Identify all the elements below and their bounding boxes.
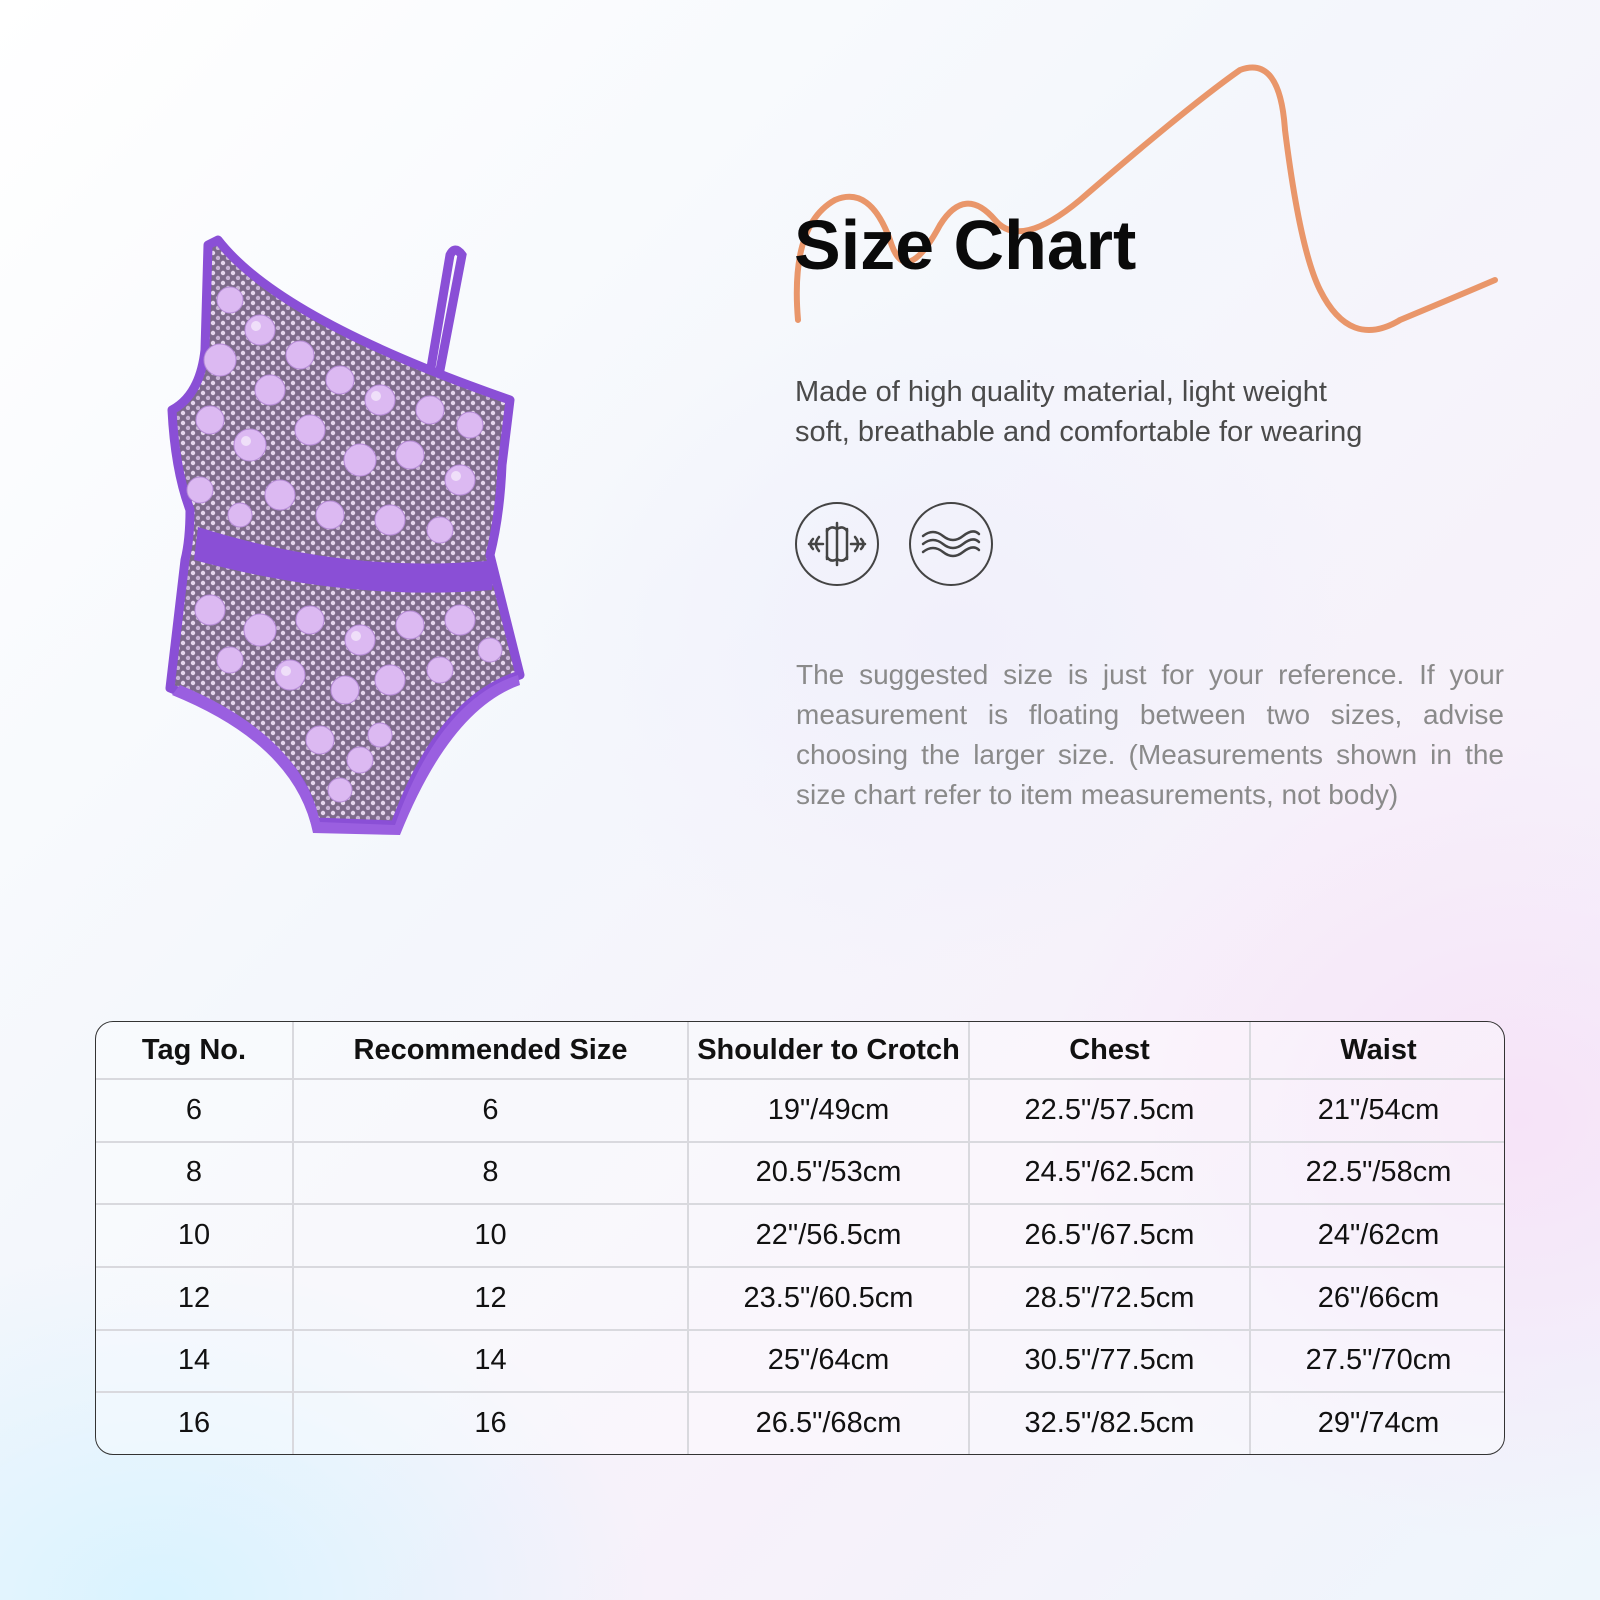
cell-recommended-size: 12: [293, 1266, 689, 1331]
cell-shoulder-to-crotch: 20.5"/53cm: [688, 1141, 970, 1206]
cell-waist: 27.5"/70cm: [1250, 1329, 1504, 1394]
size-chart-table: Tag No. Recommended Size Shoulder to Cro…: [95, 1021, 1505, 1455]
cell-recommended-size: 14: [293, 1329, 689, 1394]
feature-icons: [795, 502, 993, 586]
header-shoulder-to-crotch: Shoulder to Crotch: [688, 1022, 970, 1080]
table-row: 16 16 26.5"/68cm 32.5"/82.5cm 29"/74cm: [96, 1392, 1504, 1454]
cell-waist: 29"/74cm: [1317, 1407, 1440, 1440]
table-row: 14 14 25"/64cm 30.5"/77.5cm 27.5"/70cm: [96, 1329, 1504, 1394]
cell-recommended-size: 6: [293, 1079, 689, 1143]
cell-recommended-size: 8: [293, 1141, 689, 1206]
description-line-2: soft, breathable and comfortable for wea…: [795, 416, 1363, 448]
header-tag-no: Tag No.: [96, 1022, 294, 1080]
cell-shoulder-to-crotch: 26.5"/68cm: [688, 1392, 970, 1454]
cell-chest: 24.5"/62.5cm: [969, 1141, 1251, 1206]
product-leotard-image: [165, 235, 525, 835]
cell-shoulder-to-crotch: 19"/49cm: [688, 1079, 970, 1143]
breathable-icon: [909, 502, 993, 586]
cell-waist: 26"/66cm: [1250, 1266, 1504, 1331]
table-row: 10 10 22"/56.5cm 26.5"/67.5cm 24"/62cm: [96, 1204, 1504, 1268]
decorative-squiggle: [793, 64, 1498, 333]
product-description: Made of high quality material, light wei…: [795, 372, 1435, 452]
table-row: 12 12 23.5"/60.5cm 28.5"/72.5cm 26"/66cm: [96, 1266, 1504, 1331]
cell-waist: 22.5"/58cm: [1250, 1141, 1504, 1206]
table-header-row: Tag No. Recommended Size Shoulder to Cro…: [96, 1022, 1504, 1080]
page-title: Size Chart: [794, 206, 1137, 284]
cell-tag-no: 10: [96, 1204, 294, 1268]
cell-tag-no: 12: [96, 1266, 294, 1331]
table-row: 6 6 19"/49cm 22.5"/57.5cm 21"/54cm: [96, 1079, 1504, 1143]
cell-waist: 21"/54cm: [1250, 1079, 1504, 1143]
cell-tag-no: 8: [96, 1141, 294, 1206]
cell-shoulder-to-crotch: 23.5"/60.5cm: [688, 1266, 970, 1331]
description-line-1: Made of high quality material, light wei…: [795, 376, 1327, 408]
cell-chest: 26.5"/67.5cm: [969, 1204, 1251, 1268]
header-chest: Chest: [969, 1022, 1251, 1080]
header-recommended-size: Recommended Size: [293, 1022, 689, 1080]
cell-chest: 30.5"/77.5cm: [969, 1329, 1251, 1394]
cell-recommended-size: 10: [293, 1204, 689, 1268]
cell-chest: 28.5"/72.5cm: [969, 1266, 1251, 1331]
cell-chest: 22.5"/57.5cm: [969, 1079, 1251, 1143]
stretch-icon: [795, 502, 879, 586]
size-advice-note: The suggested size is just for your refe…: [796, 659, 1504, 810]
cell-chest: 32.5"/82.5cm: [969, 1392, 1251, 1454]
cell-tag-no: 16: [96, 1392, 294, 1454]
cell-tag-no: 14: [96, 1329, 294, 1394]
cell-shoulder-to-crotch: 25"/64cm: [688, 1329, 970, 1394]
cell-waist: 24"/62cm: [1250, 1204, 1504, 1268]
table-row: 8 8 20.5"/53cm 24.5"/62.5cm 22.5"/58cm: [96, 1141, 1504, 1206]
cell-recommended-size: 16: [293, 1392, 689, 1454]
cell-tag-no: 6: [96, 1079, 294, 1143]
header-waist: Waist: [1250, 1022, 1504, 1080]
cell-shoulder-to-crotch: 22"/56.5cm: [688, 1204, 970, 1268]
